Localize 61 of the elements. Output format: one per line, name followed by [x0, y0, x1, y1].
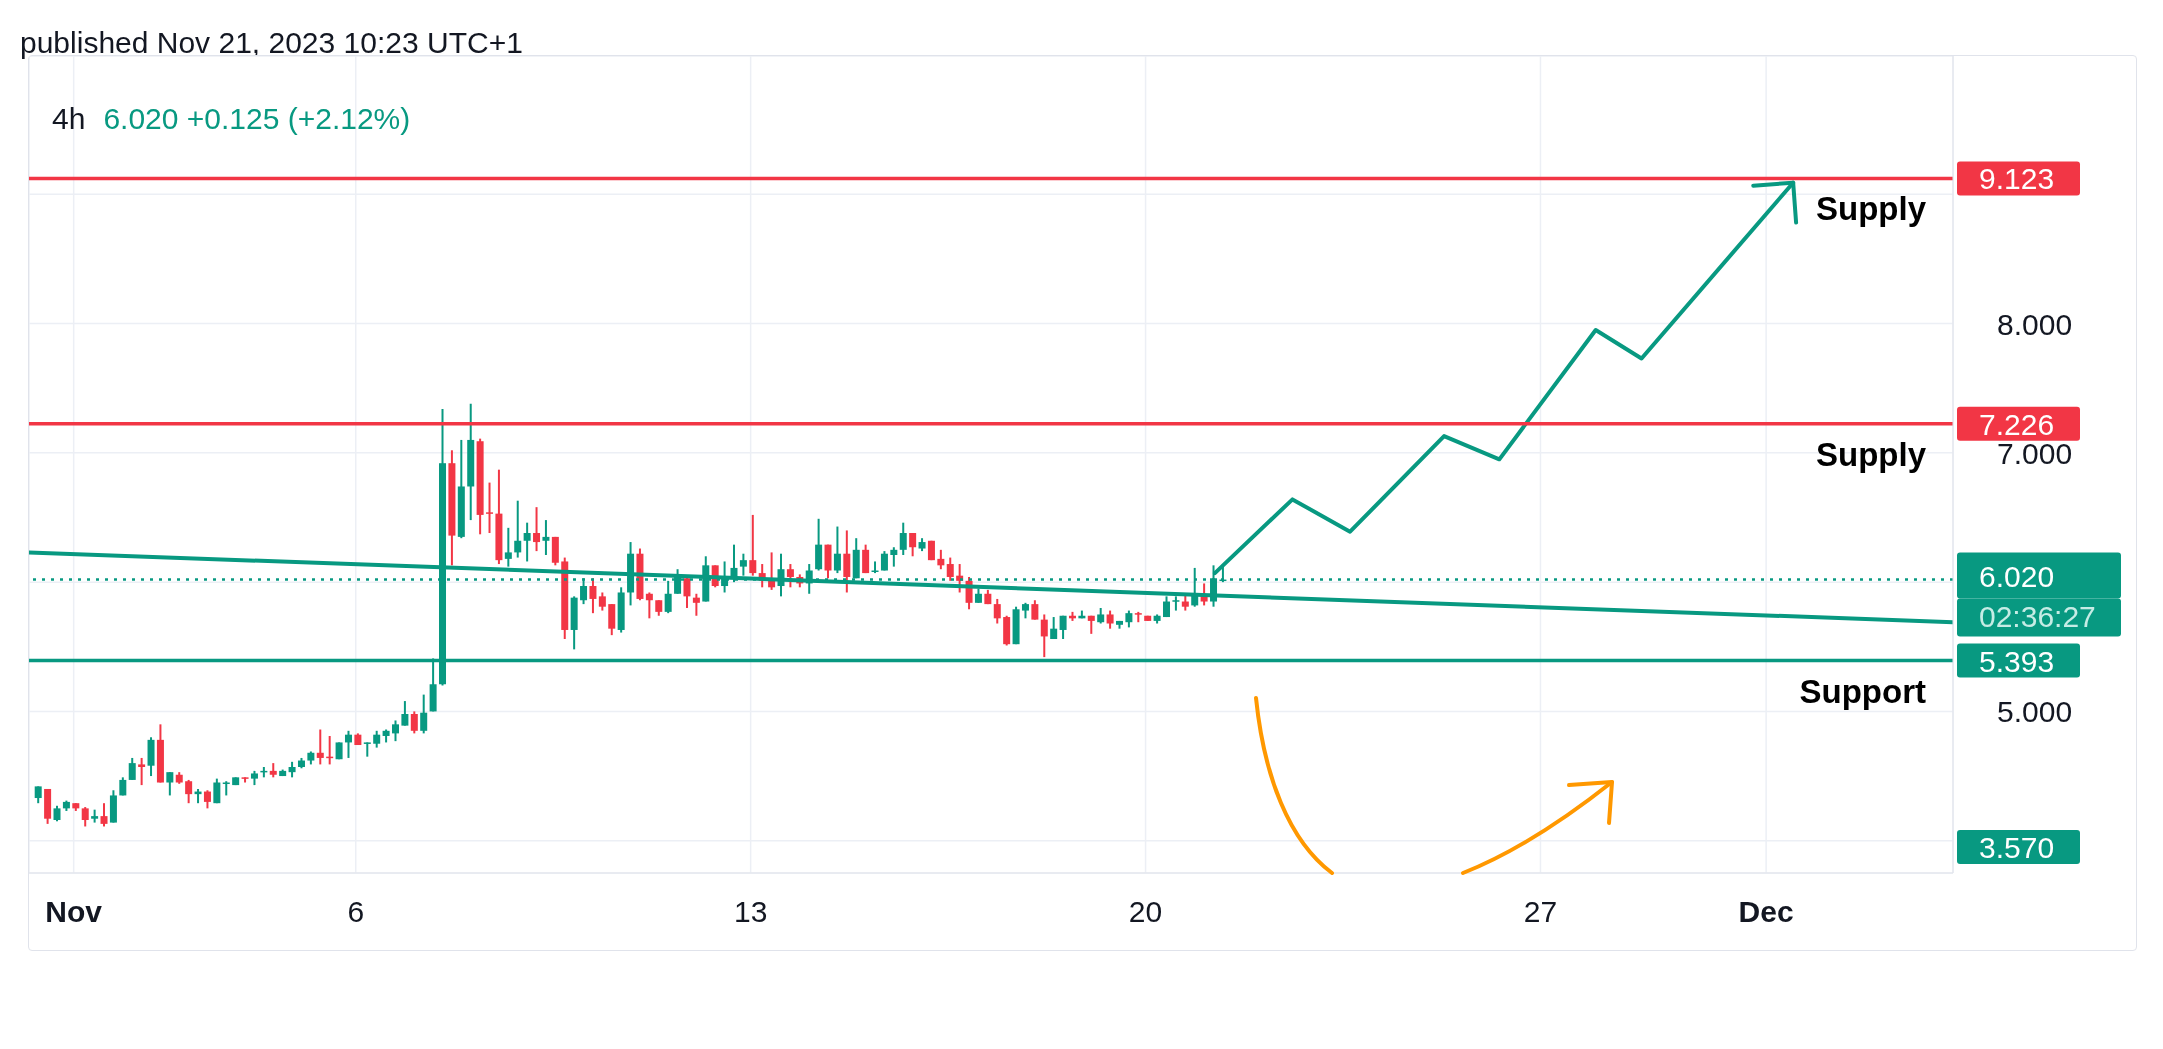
candlestick	[486, 481, 494, 535]
candlestick	[880, 550, 888, 572]
candlestick	[890, 546, 898, 568]
candlestick	[1172, 595, 1180, 612]
annotation: Supply	[1815, 435, 1927, 473]
candlestick	[542, 519, 550, 556]
candlestick	[533, 506, 541, 553]
candlestick	[843, 529, 851, 594]
text: 6.020 +0.125 (+2.12%)	[103, 102, 411, 135]
candlestick	[138, 756, 146, 787]
ref-line-label: 5.393	[1979, 644, 2055, 678]
candlestick	[410, 710, 418, 735]
candlestick	[786, 563, 794, 589]
candlestick	[100, 802, 108, 828]
candlestick	[664, 579, 672, 615]
candlestick	[993, 597, 1001, 625]
x-tick-label: Nov	[45, 894, 103, 928]
text: 02:36:27	[1979, 599, 2096, 633]
candlestick	[1106, 609, 1114, 630]
ref-line-label: 6.020	[1979, 559, 2055, 593]
text: 4h	[52, 102, 86, 135]
candlestick	[185, 778, 193, 805]
candlestick	[81, 806, 89, 828]
candlestick	[392, 719, 399, 743]
candlestick	[316, 728, 324, 766]
candlestick	[420, 693, 428, 735]
candlestick	[683, 575, 691, 609]
candlestick	[1040, 613, 1048, 659]
candlestick	[523, 521, 531, 563]
candlestick	[645, 591, 653, 620]
annotation: published Nov 21, 2023 10:23 UTC+1	[20, 26, 523, 59]
candlestick	[203, 789, 211, 810]
candlestick	[128, 756, 136, 781]
candlestick	[598, 591, 606, 612]
annotation: Support	[1799, 672, 1926, 710]
candlestick	[909, 532, 917, 558]
annotation: Supply	[1815, 189, 1927, 227]
candlestick	[749, 513, 757, 577]
candlestick	[514, 499, 522, 559]
y-tick-label: 8.000	[1997, 307, 2073, 341]
x-tick-label: 6	[347, 894, 365, 928]
candlestick	[768, 551, 776, 591]
candlestick	[946, 556, 954, 582]
y-tick-label: 5.000	[1997, 694, 2073, 728]
x-tick-label: 27	[1523, 894, 1558, 928]
candlestick	[166, 771, 174, 797]
candlestick	[213, 777, 221, 805]
candlestick	[692, 592, 700, 617]
x-tick-label: 13	[733, 894, 768, 928]
candlestick	[363, 741, 371, 758]
candlestick	[1031, 599, 1039, 621]
ref-line-label: 9.123	[1979, 161, 2055, 195]
candlestick	[344, 729, 352, 759]
candlestick	[937, 548, 945, 571]
text: 3.570	[1979, 830, 2055, 864]
candlestick	[862, 543, 870, 575]
x-tick-label: Dec	[1738, 894, 1794, 928]
x-tick-label: 20	[1128, 894, 1163, 928]
candlestick	[401, 700, 409, 727]
candlestick	[899, 521, 907, 556]
candlestick	[833, 525, 841, 575]
